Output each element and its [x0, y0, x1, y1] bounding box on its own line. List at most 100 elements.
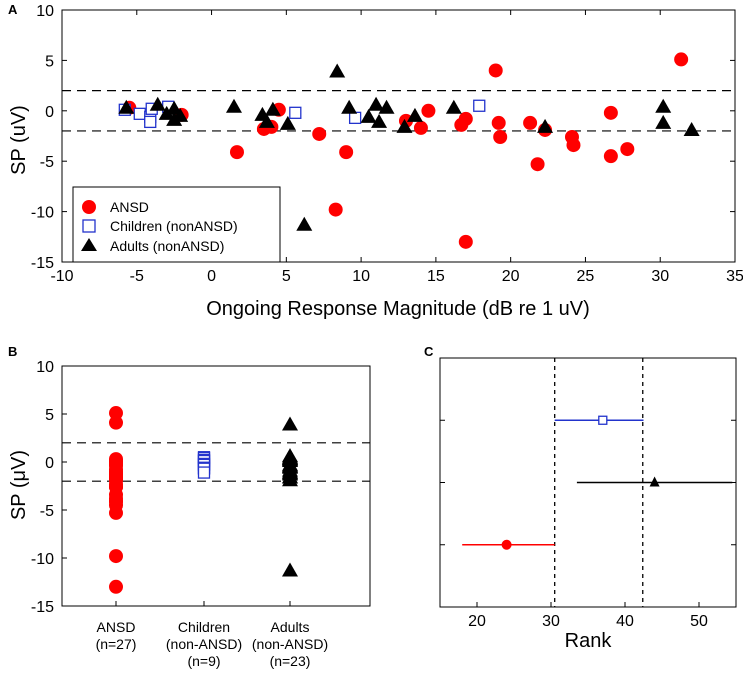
panel-b-category-label: (n=27) — [96, 636, 137, 652]
panel-c-mean-triangle — [649, 476, 660, 487]
panel-a-legend: ANSD Children (nonANSD) Adults (nonANSD) — [72, 186, 281, 263]
panel-a-point-circle — [603, 149, 618, 164]
panel-a-point-square — [289, 106, 302, 119]
panel-b-label: B — [8, 344, 17, 359]
panel-a-point-circle — [674, 52, 689, 67]
panel-a-point-triangle — [655, 114, 672, 129]
panel-a-point-circle — [493, 130, 508, 145]
panel-a-point-circle — [566, 138, 581, 153]
panel-a-point-circle — [229, 145, 244, 160]
panel-a-point-circle — [620, 142, 635, 157]
panel-a-point-circle — [458, 111, 473, 126]
panel-a-point-square — [473, 99, 486, 112]
panel-a-y-tick-label: -5 — [40, 154, 54, 171]
panel-a-point-circle — [523, 115, 538, 130]
panel-a-point-circle — [488, 63, 503, 78]
panel-b-point-circle — [109, 415, 123, 430]
panel-b-point-circle — [109, 579, 123, 594]
panel-a-point-triangle — [655, 98, 672, 113]
panel-a-point-triangle — [225, 98, 242, 113]
panel-a-x-tick-label: 30 — [651, 268, 669, 285]
panel-b-point-square — [197, 466, 211, 479]
legend-ansd-marker — [82, 200, 96, 214]
panel-a-y-tick-label: 5 — [45, 53, 54, 70]
panel-a-y-tick-label: -10 — [31, 205, 54, 222]
panel-a-point-circle — [458, 234, 473, 249]
panel-a-point-triangle — [537, 118, 554, 133]
panel-c-x-tick-label: 20 — [468, 613, 486, 630]
panel-a-point-triangle — [279, 115, 296, 130]
panel-b-point-circle — [109, 406, 123, 421]
panel-a-point-triangle — [258, 113, 275, 128]
panel-b-category-label: (n=23) — [270, 653, 311, 669]
panel-a-x-tick-label: 35 — [726, 268, 743, 285]
panel-a-point-triangle — [445, 99, 462, 114]
panel-c-mean-square — [598, 415, 608, 425]
panel-b-y-tick-label: -10 — [31, 551, 54, 568]
panel-b-category-label: ANSD — [97, 619, 136, 635]
panel-b-y-tick-label: -15 — [31, 599, 54, 616]
panel-a-point-circle — [530, 157, 545, 172]
panel-b-category-label: (n=9) — [187, 653, 220, 669]
panel-a-x-tick-label: -5 — [130, 268, 144, 285]
panel-a-x-tick-label: 0 — [207, 268, 216, 285]
panel-b-point-triangle — [282, 562, 298, 577]
panel-a: A SP (uV) Ongoing Response Magnitude (dB… — [8, 2, 743, 320]
panel-b-point-circle — [109, 505, 123, 520]
panel-a-point-circle — [339, 145, 354, 160]
panel-a-point-triangle — [158, 105, 175, 120]
panel-b-y-axis-title: SP (μV) — [8, 450, 30, 520]
panel-a-label: A — [8, 2, 18, 17]
panel-a-x-tick-label: 25 — [577, 268, 595, 285]
panel-a-plot-frame — [61, 9, 736, 263]
legend-adults-marker — [81, 238, 97, 251]
panel-a-point-circle — [413, 120, 428, 135]
panel-c-plot-frame — [439, 357, 737, 608]
panel-a-point-triangle — [172, 107, 189, 122]
panel-a-x-tick-label: 5 — [282, 268, 291, 285]
panel-a-point-triangle — [264, 101, 281, 116]
legend-adults-label: Adults (nonANSD) — [110, 238, 224, 254]
panel-a-point-triangle — [406, 107, 423, 122]
panel-a-point-triangle — [118, 99, 135, 114]
panel-a-x-tick-label: -10 — [50, 268, 73, 285]
panel-a-x-tick-label: 20 — [502, 268, 520, 285]
panel-b-point-triangle — [282, 472, 298, 487]
panel-a-point-triangle — [368, 96, 385, 111]
panel-a-x-tick-label: 10 — [352, 268, 370, 285]
panel-a-point-triangle — [396, 118, 413, 133]
panel-a-point-triangle — [296, 216, 313, 231]
panel-a-point-triangle — [683, 121, 700, 136]
panel-a-point-circle — [421, 103, 436, 118]
legend-box — [72, 186, 281, 263]
panel-a-point-circle — [328, 202, 343, 217]
panel-a-x-axis-title: Ongoing Response Magnitude (dB re 1 uV) — [206, 298, 590, 320]
panel-b-y-tick-label: 5 — [45, 407, 54, 424]
panel-b-point-triangle — [282, 416, 298, 431]
panel-a-point-triangle — [149, 96, 166, 111]
panel-b-category-label: (non-ANSD) — [166, 636, 242, 652]
panel-a-y-tick-label: 10 — [36, 3, 54, 20]
legend-children-label: Children (nonANSD) — [110, 218, 238, 234]
panel-c: C 20 30 40 50 Rank — [424, 344, 737, 652]
panel-a-point-circle — [603, 105, 618, 120]
panel-b-y-tick-label: 10 — [36, 359, 54, 376]
panel-c-mean-circle — [501, 539, 512, 550]
panel-a-point-circle — [491, 115, 506, 130]
panel-a-point-triangle — [378, 99, 395, 114]
panel-a-point-square — [133, 107, 146, 120]
panel-a-y-tick-label: 0 — [45, 104, 54, 121]
panel-b-category-label: Children — [178, 619, 230, 635]
panel-c-x-tick-label: 50 — [690, 613, 708, 630]
panel-a-point-triangle — [371, 113, 388, 128]
panel-a-point-triangle — [360, 108, 377, 123]
panel-b-y-tick-label: 0 — [45, 455, 54, 472]
panel-a-point-triangle — [166, 100, 183, 115]
panel-a-point-square — [144, 115, 157, 129]
panel-b-category-label: Adults — [271, 619, 310, 635]
legend-ansd-label: ANSD — [110, 199, 149, 215]
panel-a-y-axis-title: SP (uV) — [8, 105, 30, 175]
panel-b-category-label: (non-ANSD) — [252, 636, 328, 652]
panel-b: B SP (μV) -15 -10 -5 0 5 10 ANSD(n=27) Childre… — [8, 344, 371, 669]
